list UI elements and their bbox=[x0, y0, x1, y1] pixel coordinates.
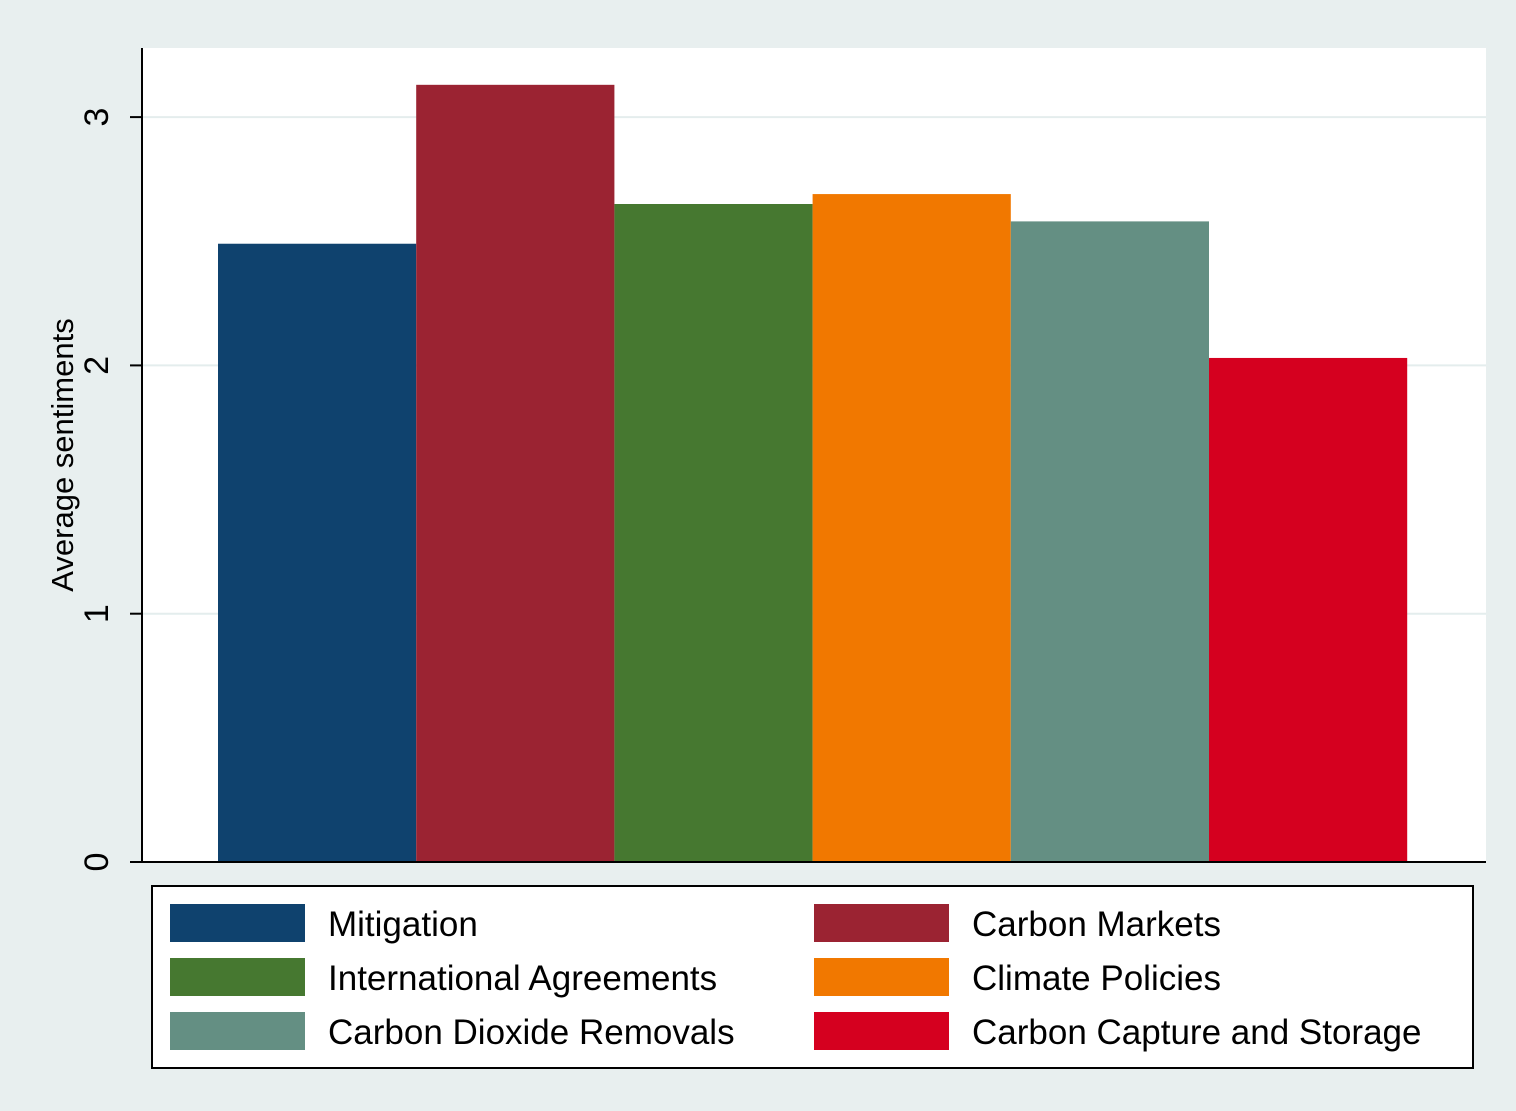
legend-swatch bbox=[814, 1012, 949, 1050]
bar bbox=[1010, 221, 1209, 863]
legend-swatch bbox=[170, 904, 305, 942]
y-tick-label: 2 bbox=[78, 356, 116, 375]
legend-label: Mitigation bbox=[328, 905, 478, 944]
legend-label: Carbon Capture and Storage bbox=[972, 1013, 1421, 1052]
legend-swatch bbox=[170, 958, 305, 996]
y-tick-label: 0 bbox=[78, 853, 116, 872]
bar bbox=[416, 84, 615, 863]
bar bbox=[1209, 357, 1408, 862]
y-axis-ticks: 0 1 2 3 bbox=[78, 108, 142, 872]
y-tick-label: 1 bbox=[78, 604, 116, 623]
bars bbox=[218, 84, 1408, 863]
legend-swatch bbox=[814, 904, 949, 942]
legend-swatch bbox=[170, 1012, 305, 1050]
legend: Mitigation Carbon Markets International Ag… bbox=[170, 904, 1421, 1052]
legend-box bbox=[151, 885, 1474, 1069]
legend-label: Carbon Markets bbox=[972, 905, 1221, 944]
legend-label: Carbon Dioxide Removals bbox=[328, 1013, 735, 1052]
bar bbox=[218, 243, 417, 862]
bar bbox=[812, 194, 1011, 862]
legend-swatch bbox=[814, 958, 949, 996]
legend-label: International Agreements bbox=[328, 959, 717, 998]
bar bbox=[614, 204, 813, 862]
y-tick-label: 3 bbox=[78, 108, 116, 127]
legend-label: Climate Policies bbox=[972, 959, 1221, 998]
y-axis-title: Average sentiments bbox=[45, 318, 80, 591]
